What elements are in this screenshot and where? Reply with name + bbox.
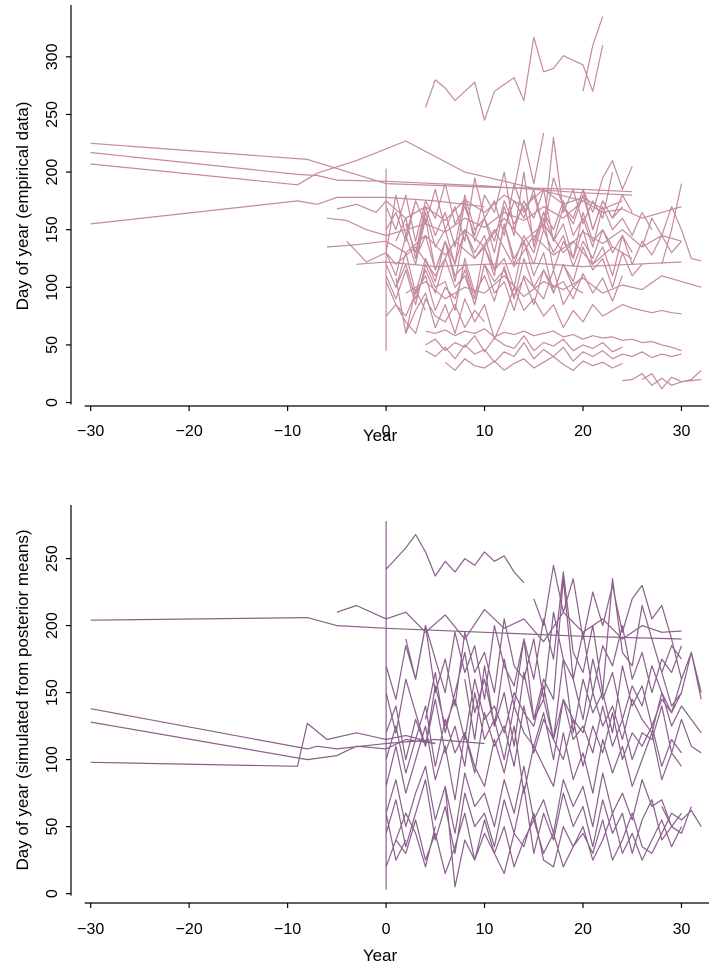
x-tick-label: −20 (176, 921, 203, 938)
series-line-35 (642, 374, 701, 389)
x-axis-label-bottom: Year (363, 946, 398, 965)
y-tick-label: 0 (44, 889, 61, 898)
series-line-23 (514, 133, 544, 190)
x-tick-label: −30 (77, 423, 104, 440)
series-line-3 (91, 723, 436, 766)
y-tick-label: 100 (44, 274, 61, 301)
y-tick-label: 150 (44, 679, 61, 706)
series-line-34 (622, 370, 701, 385)
x-tick-label: 0 (382, 921, 391, 938)
series-line-5 (386, 535, 524, 583)
x-tick-label: 20 (574, 921, 592, 938)
x-tick-label: 20 (574, 423, 592, 440)
x-tick-label: −10 (274, 423, 301, 440)
x-tick-label: −20 (176, 423, 203, 440)
x-axis-label-top: Year (363, 426, 398, 445)
x-tick-label: 30 (673, 423, 691, 440)
y-tick-label: 200 (44, 159, 61, 186)
series-group-top (91, 17, 702, 389)
y-tick-label: 50 (44, 818, 61, 836)
y-axis-label-top: Day of year (empirical data) (13, 102, 32, 311)
y-tick-label: 100 (44, 746, 61, 773)
y-tick-label: 50 (44, 336, 61, 354)
series-line-0 (91, 143, 633, 191)
y-tick-label: 150 (44, 216, 61, 243)
y-axis-label-bottom: Day of year (simulated from posterior me… (13, 529, 32, 870)
series-line-14 (386, 813, 681, 873)
series-line-2 (91, 141, 583, 201)
series-line-5 (583, 17, 603, 92)
y-tick-label: 300 (44, 43, 61, 70)
x-tick-label: −30 (77, 921, 104, 938)
series-line-4 (426, 37, 603, 120)
y-tick-label: 0 (44, 398, 61, 407)
chart-panel-bottom: −30 −20 −10 0 10 20 30 0 50 100 150 200 250 Year Day… (13, 505, 709, 965)
x-tick-label: 10 (476, 423, 494, 440)
y-tick-label: 250 (44, 545, 61, 572)
y-tick-label: 250 (44, 101, 61, 128)
x-tick-label: −10 (274, 921, 301, 938)
x-tick-label: 10 (476, 921, 494, 938)
y-tick-label: 200 (44, 612, 61, 639)
x-tick-label: 30 (673, 921, 691, 938)
series-line-12 (386, 766, 681, 833)
series-line-11 (386, 612, 681, 706)
series-line-6 (337, 606, 682, 642)
series-group-bottom (91, 521, 702, 890)
